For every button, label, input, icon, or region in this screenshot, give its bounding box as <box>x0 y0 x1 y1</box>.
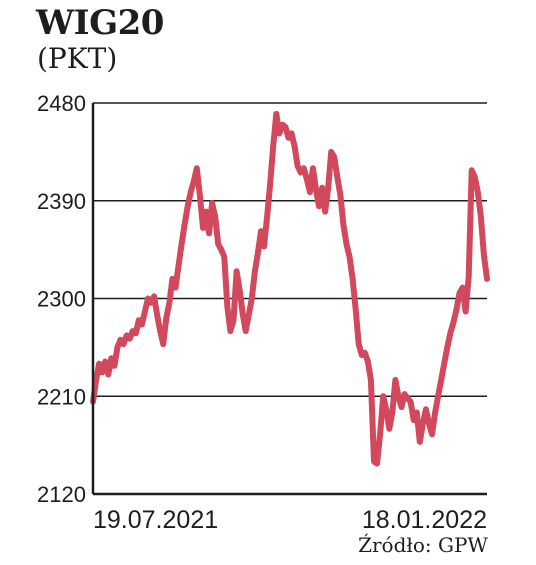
series-layer <box>90 110 490 467</box>
x-tick-labels: 19.07.2021 18.01.2022 <box>93 506 487 534</box>
chart-title: WIG20 <box>36 3 164 43</box>
series-line <box>90 110 490 467</box>
x-tick-label: 18.01.2022 <box>362 506 487 534</box>
x-tick-label: 19.07.2021 <box>93 506 218 534</box>
y-tick-label: 2120 <box>37 482 86 507</box>
y-tick-label: 2480 <box>37 91 86 116</box>
y-tick-label: 2300 <box>37 287 86 312</box>
source-note: Źródło: GPW <box>358 533 488 557</box>
y-tick-labels: 2480 2390 2300 2210 2120 <box>37 91 86 507</box>
grid-lines <box>93 102 487 397</box>
y-tick-label: 2390 <box>37 189 86 214</box>
y-tick-label: 2210 <box>37 384 86 409</box>
x-axis <box>91 103 487 496</box>
unit-label: (PKT) <box>37 42 118 75</box>
